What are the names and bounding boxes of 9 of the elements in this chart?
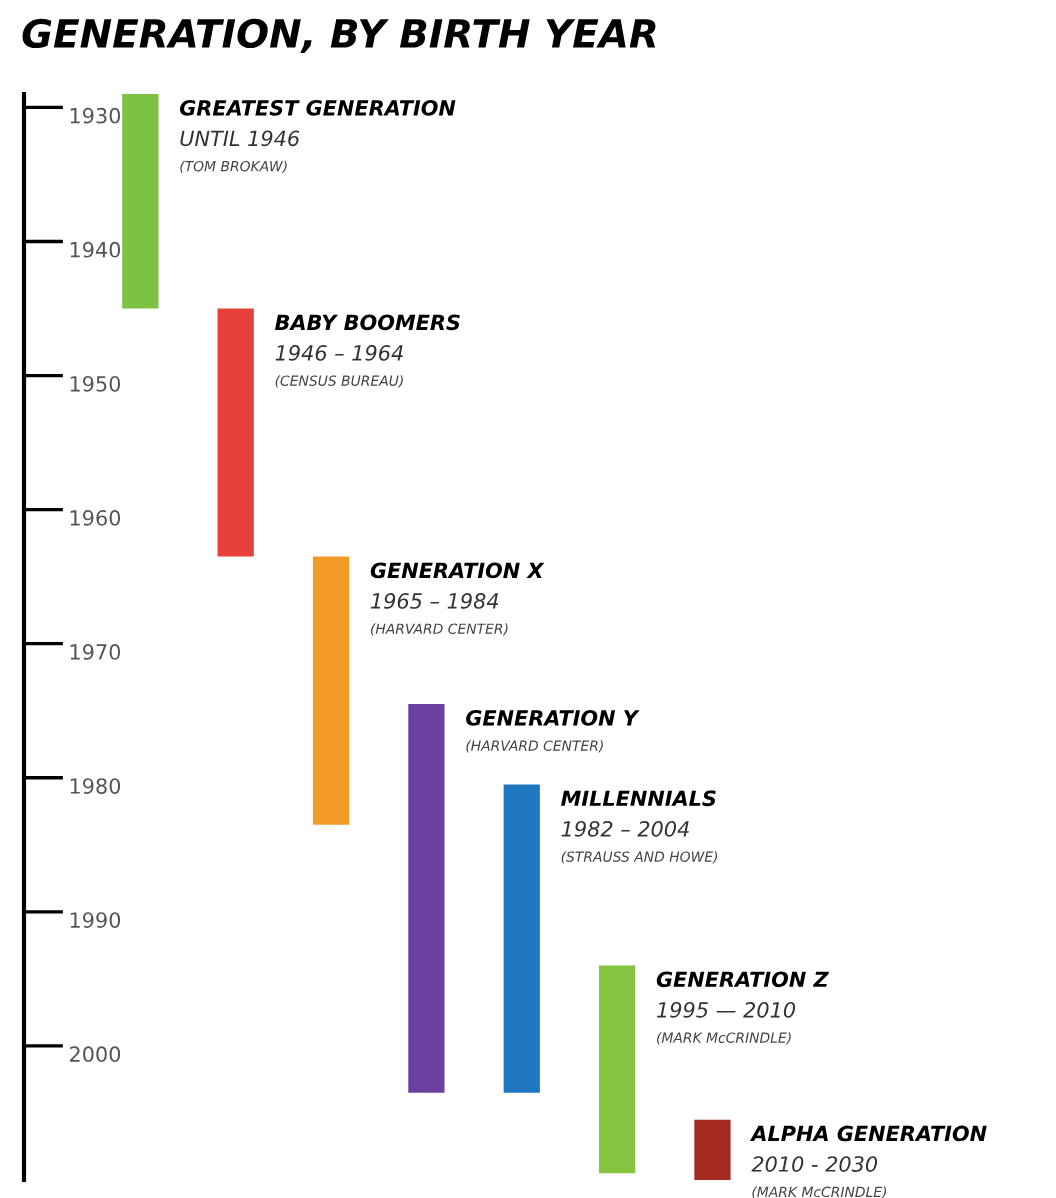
y-tick-label: 2000 xyxy=(69,1046,121,1063)
y-tick-label: 1970 xyxy=(70,644,121,660)
chart-title: GENERATION, BY BIRTH YEAR xyxy=(22,18,656,54)
y-tick-label: 1930 xyxy=(70,107,121,124)
y-tick-label: 1950 xyxy=(70,375,121,392)
y-tick-label: 1990 xyxy=(70,912,121,928)
y-tick-label: 1940 xyxy=(70,241,121,258)
y-tick-label: 1960 xyxy=(70,510,121,526)
y-tick-label: 1980 xyxy=(70,778,121,794)
